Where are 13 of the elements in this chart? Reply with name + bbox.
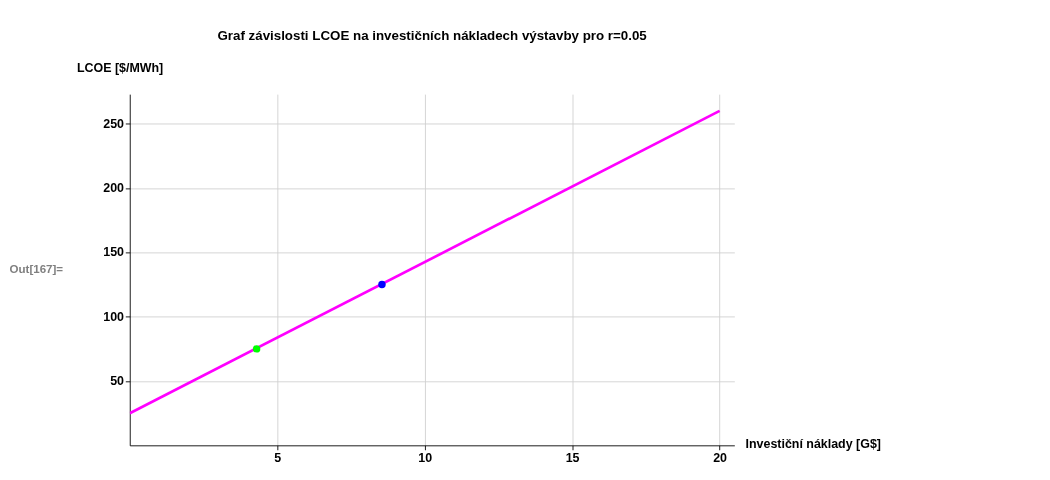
x-axis-title: Investiční náklady [G$] <box>745 436 881 451</box>
chart-title: Graf závislosti LCOE na investičních nákladech výstavby pro r=0.05 <box>217 27 648 43</box>
x-tick-label: 5 <box>274 450 282 465</box>
x-tick-label: 20 <box>713 450 728 465</box>
y-tick-label: 100 <box>103 309 125 324</box>
x-tick-label: 10 <box>418 450 433 465</box>
y-tick-label: 50 <box>110 374 125 389</box>
y-axis-title: LCOE [$/MWh] <box>76 61 164 76</box>
y-tick-label: 200 <box>103 181 125 196</box>
y-tick-label: 150 <box>103 245 125 260</box>
x-tick-label: 15 <box>565 450 580 465</box>
text: Out[167]= <box>9 263 64 276</box>
y-tick-label: 250 <box>103 116 125 131</box>
